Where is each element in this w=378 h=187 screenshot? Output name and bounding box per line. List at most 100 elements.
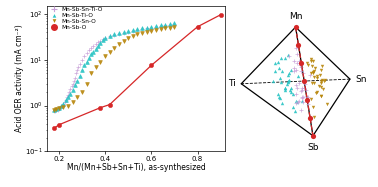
Point bbox=[162, 27, 168, 30]
Point bbox=[130, 29, 136, 32]
Point bbox=[171, 22, 177, 25]
Point bbox=[294, 100, 301, 103]
Point bbox=[135, 28, 141, 31]
Point bbox=[310, 72, 316, 75]
Point bbox=[317, 74, 323, 77]
Point bbox=[285, 81, 291, 84]
Point bbox=[195, 25, 201, 28]
Point bbox=[276, 95, 282, 98]
Point bbox=[301, 80, 307, 83]
Point bbox=[162, 23, 168, 26]
Point bbox=[98, 39, 104, 42]
Point bbox=[285, 80, 291, 83]
Point bbox=[107, 103, 113, 106]
Point bbox=[111, 33, 117, 36]
Point bbox=[52, 109, 58, 112]
Point bbox=[295, 74, 301, 77]
Point bbox=[125, 30, 131, 33]
Point bbox=[294, 53, 300, 56]
Point bbox=[111, 34, 117, 37]
Point bbox=[76, 65, 82, 68]
Point bbox=[95, 41, 101, 44]
Point bbox=[139, 28, 145, 31]
Point bbox=[298, 89, 304, 92]
Point bbox=[77, 74, 83, 77]
Point bbox=[308, 81, 314, 84]
Point bbox=[56, 107, 62, 110]
Point bbox=[291, 69, 297, 72]
Point bbox=[65, 104, 71, 107]
Point bbox=[318, 68, 324, 71]
Point bbox=[57, 106, 63, 109]
Point bbox=[74, 96, 81, 99]
Point bbox=[318, 94, 324, 97]
Point bbox=[311, 70, 317, 73]
Point bbox=[72, 84, 78, 87]
Point bbox=[272, 62, 278, 65]
Point bbox=[310, 105, 316, 108]
Point bbox=[51, 108, 57, 111]
Point bbox=[64, 96, 70, 99]
Point bbox=[293, 93, 299, 96]
Point bbox=[308, 60, 314, 63]
Point bbox=[153, 24, 159, 27]
Point bbox=[308, 71, 314, 74]
Point bbox=[79, 90, 85, 93]
Point bbox=[293, 47, 299, 50]
Point bbox=[167, 26, 173, 29]
Point bbox=[316, 85, 322, 88]
Point bbox=[95, 44, 101, 47]
Point bbox=[293, 26, 299, 29]
Point bbox=[84, 82, 90, 85]
Point bbox=[286, 72, 292, 75]
Point bbox=[158, 24, 164, 27]
Point bbox=[296, 44, 302, 47]
Point bbox=[275, 60, 281, 63]
Point bbox=[65, 96, 71, 99]
Point bbox=[286, 78, 292, 81]
Point bbox=[278, 81, 284, 84]
Point bbox=[100, 38, 106, 41]
Point bbox=[67, 88, 73, 91]
Point bbox=[218, 13, 224, 16]
Point bbox=[148, 64, 154, 67]
Point bbox=[74, 79, 81, 82]
Point bbox=[70, 88, 76, 91]
Point bbox=[308, 57, 314, 60]
Point bbox=[73, 72, 79, 75]
Point bbox=[291, 67, 297, 70]
Point bbox=[53, 108, 59, 111]
Point bbox=[158, 28, 164, 31]
Point bbox=[300, 100, 306, 103]
Point bbox=[148, 26, 154, 29]
Point bbox=[275, 92, 281, 95]
Point bbox=[303, 95, 309, 98]
Point bbox=[121, 31, 127, 34]
Point bbox=[72, 76, 78, 79]
Point bbox=[299, 100, 305, 103]
Point bbox=[148, 25, 154, 28]
Point bbox=[60, 102, 67, 105]
Point bbox=[319, 88, 325, 91]
Point bbox=[55, 108, 61, 111]
Point bbox=[56, 106, 62, 109]
Point bbox=[107, 35, 113, 38]
Point bbox=[304, 61, 310, 64]
Point bbox=[297, 63, 303, 66]
Point bbox=[171, 25, 177, 28]
Point bbox=[63, 99, 69, 102]
Y-axis label: Acid OER activity (mA cm⁻²): Acid OER activity (mA cm⁻²) bbox=[15, 25, 24, 132]
Point bbox=[86, 56, 92, 59]
Point bbox=[84, 60, 90, 63]
Point bbox=[296, 59, 302, 62]
Point bbox=[51, 127, 57, 130]
Point bbox=[276, 66, 282, 69]
Point bbox=[298, 69, 304, 72]
Point bbox=[296, 100, 302, 103]
Point bbox=[307, 73, 313, 76]
Text: Sb: Sb bbox=[307, 143, 319, 152]
Point bbox=[139, 31, 145, 34]
Point bbox=[125, 30, 131, 33]
Point bbox=[314, 76, 320, 79]
Point bbox=[135, 33, 141, 36]
